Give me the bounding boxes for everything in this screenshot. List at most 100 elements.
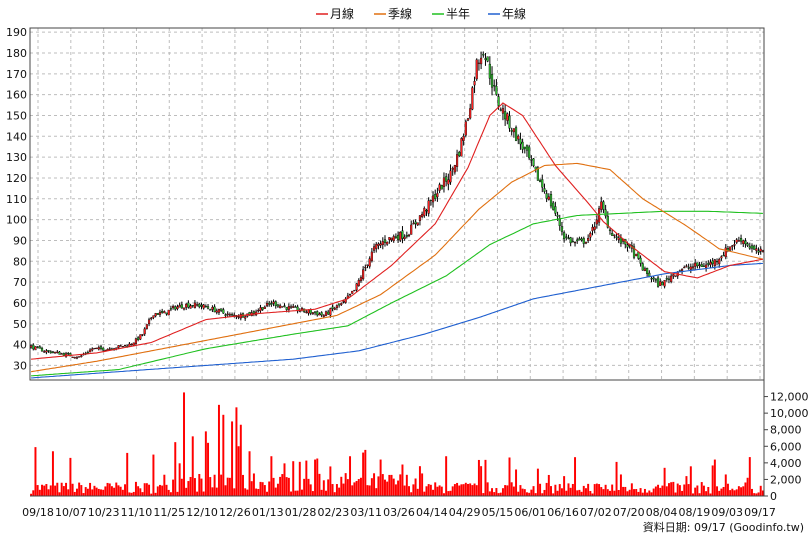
volume-bar [696,485,699,496]
candle-body [694,262,697,267]
candle-body [600,201,603,210]
candle-body [595,219,598,225]
candle-body [549,194,553,207]
candle-body [582,238,585,244]
volume-bar [294,490,297,496]
volume-bar [314,459,317,496]
volume-bar [458,485,461,496]
candle-body [410,224,413,235]
candle-body [316,311,319,316]
volume-bar [124,484,127,496]
volume-bar [167,489,170,496]
price-tick-label: 80 [13,255,27,268]
volume-bar [456,482,459,496]
candle-body [204,305,207,308]
price-tick-label: 40 [13,339,27,352]
candle-body [521,141,524,150]
volume-bar [571,483,574,496]
volume-bar [650,492,653,496]
candle-body [543,188,546,192]
candle-body [744,240,747,245]
volume-bar [626,491,629,496]
candle-body [418,215,422,221]
volume-bar [156,486,159,496]
candle-body [43,351,46,353]
volume-bar [554,484,557,496]
price-tick-label: 160 [6,89,27,102]
volume-bar [482,493,485,496]
volume-bar [508,457,511,496]
date-tick-label: 06/01 [514,506,546,519]
volume-bar [169,492,172,496]
volume-bar [154,492,157,496]
volume-bar [80,485,83,496]
candle-body [643,268,647,271]
volume-bar [648,490,651,496]
candle-body [268,302,271,305]
candle-body [672,274,675,277]
volume-bar [366,485,369,496]
volume-bar [60,482,63,496]
candle-body [656,277,660,287]
candle-body [353,289,356,292]
volume-tick-label: 4,000 [770,457,802,470]
candle-body [488,63,491,79]
candle-body [414,221,417,225]
volume-bar [484,459,487,496]
volume-bar [447,491,450,496]
candle-body [128,343,131,347]
candle-body [547,196,550,200]
volume-bar [36,485,39,496]
candle-body [230,314,234,316]
volume-bar [316,458,319,496]
candle-body [405,235,408,237]
volume-bar [30,493,33,496]
candle-body [504,111,507,120]
volume-bar [270,456,273,496]
volume-bar [539,483,542,496]
volume-bar [633,489,636,496]
volume-bar [565,490,568,496]
volume-bar [576,490,579,496]
candle-body [123,344,127,347]
candle-body [681,269,684,272]
volume-bar [486,482,489,496]
candle-body [99,346,103,349]
volume-bar [244,488,247,496]
candle-body [270,303,273,305]
volume-bar [58,492,61,496]
volume-bar [148,484,151,496]
candle-body [226,313,229,315]
candle-body [357,280,360,286]
candle-body [427,200,430,214]
volume-bar [536,468,539,496]
candle-body [80,355,83,357]
candle-body [259,307,262,311]
volume-bar [392,478,395,496]
volume-bar [283,463,286,496]
volume-bar [346,479,349,496]
candle-body [272,301,275,304]
volume-bar [517,491,520,496]
candle-body [739,238,743,242]
candle-body [121,346,124,348]
volume-tick-label: 12,000 [770,391,808,404]
candle-body [593,226,596,230]
candle-body [381,241,384,246]
volume-bar [753,493,756,496]
candle-body [606,215,609,228]
candle-body [311,312,314,315]
candle-body [383,239,387,243]
candle-body [338,303,341,306]
price-frame [29,27,765,381]
price-panel: 30 40 50 60 70 80 90 100 110 120 130 140 150 160 170 18… [6,26,765,381]
volume-bar [222,414,225,496]
volume-bar [497,493,500,496]
candle-body [431,195,435,203]
volume-bar [228,477,231,496]
candle-body [154,313,157,317]
volume-bar [331,484,334,496]
candle-body [451,168,454,170]
volume-bar [628,489,631,496]
volume-bar [654,486,657,496]
